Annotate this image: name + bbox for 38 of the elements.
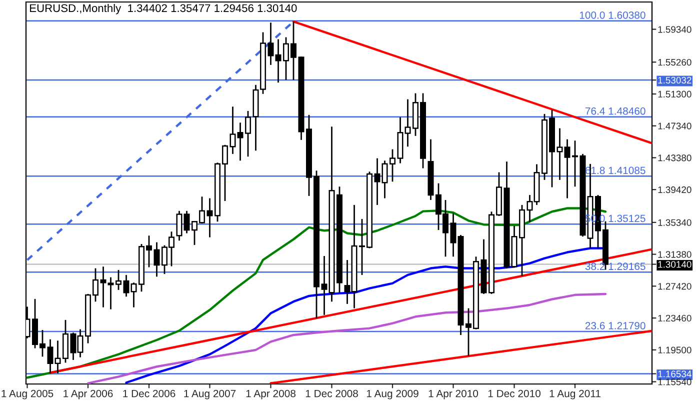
y-tick-label: 1.23460 xyxy=(658,314,692,322)
y-tick-label: 1.27420 xyxy=(658,282,692,290)
candlestick xyxy=(123,274,130,298)
x-tick-label: 1 Aug 2009 xyxy=(366,390,418,400)
candlestick xyxy=(108,276,114,310)
y-tick-label: 1.55260 xyxy=(658,58,692,66)
candlestick xyxy=(206,198,213,238)
ref-line-label: 23.6 1.21790 xyxy=(585,322,646,330)
x-tick-label: 1 Dec 2006 xyxy=(123,390,176,398)
y-tick-label: 1.53032 xyxy=(658,76,692,84)
x-tick-label: 1 Apr 2008 xyxy=(246,390,296,400)
x-tick-label: 1 Dec 2008 xyxy=(306,390,358,398)
x-tick-label: 1 Apr 2010 xyxy=(428,390,478,400)
candlestick xyxy=(268,22,274,66)
y-tick-label: 1.59340 xyxy=(658,26,692,33)
y-tick-label: 1.15540 xyxy=(658,378,692,386)
x-tick-label: 1 Dec 2010 xyxy=(488,390,540,398)
y-tick-label: 1.31380 xyxy=(658,251,692,258)
candlestick xyxy=(237,122,244,162)
ref-line-label: 38.2 1.29165 xyxy=(585,262,646,270)
ref-line-label: 76.4 1.48460 xyxy=(585,107,646,115)
y-tick-label: 1.39420 xyxy=(658,186,692,194)
line-series xyxy=(86,292,607,384)
y-tick-label: 1.16534 xyxy=(658,370,692,378)
candlestick xyxy=(154,242,160,278)
x-tick-label: 1 Aug 2011 xyxy=(550,390,600,400)
y-tick-label: 1.47340 xyxy=(658,122,692,130)
y-tick-label: 1.30140 xyxy=(658,261,692,268)
x-tick-label: 1 Aug 2007 xyxy=(184,390,236,400)
y-tick-label: 1.35340 xyxy=(658,219,692,226)
y-tick-label: 1.19500 xyxy=(658,346,692,354)
y-tick-label: 1.51300 xyxy=(658,90,692,98)
ref-line-label: 100.0 1.60380 xyxy=(580,11,646,19)
chart-title: EURUSD.,Monthly 1.34402 1.35477 1.29456 1.30140 xyxy=(30,4,297,14)
candlestick xyxy=(116,269,122,291)
x-tick-label: 1 Apr 2006 xyxy=(64,390,113,400)
x-tick-label: 1 Aug 2005 xyxy=(2,390,54,400)
y-tick-label: 1.43380 xyxy=(658,154,692,162)
